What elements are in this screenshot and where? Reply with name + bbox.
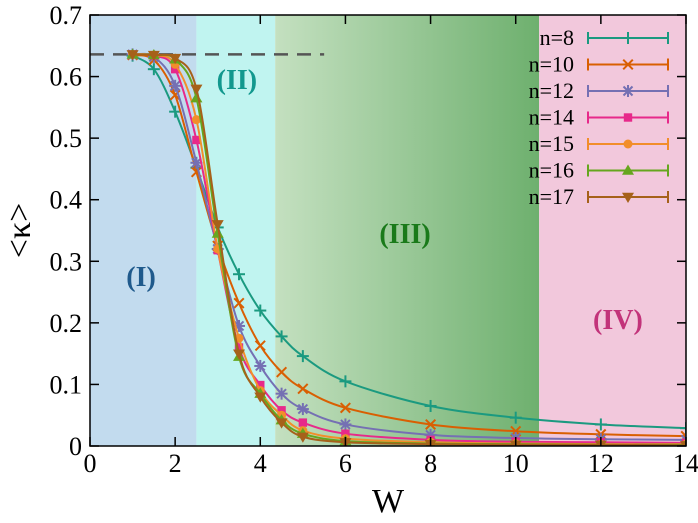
data-point-n-10-6: [254, 340, 266, 352]
y-tick-label: 0: [69, 432, 82, 461]
y-tick-label: 0.5: [50, 124, 83, 153]
legend-marker: [623, 113, 633, 122]
x-tick-label: 6: [339, 449, 352, 478]
data-point-n-17-4: [211, 220, 224, 231]
legend-entry-n-15: n=15: [529, 131, 669, 156]
data-point-n-8-7: [275, 330, 288, 343]
legend-label: n=8: [540, 25, 574, 50]
y-tick-label: 0.1: [50, 370, 83, 399]
data-point-n-14-7: [277, 406, 286, 415]
data-point-n-14-2: [170, 64, 180, 74]
region-label-iii: (III): [379, 219, 430, 250]
legend-label: n=12: [529, 78, 574, 103]
legend-entry-n-14: n=14: [529, 105, 669, 130]
data-point-n-10-9: [339, 402, 351, 414]
legend-label: n=15: [529, 131, 574, 156]
y-tick-label: 0.6: [50, 63, 83, 92]
region-iii: [275, 15, 540, 446]
data-point-n-17-8: [296, 432, 309, 443]
x-tick-label: 2: [169, 449, 182, 478]
data-point-n-14-3: [192, 135, 201, 145]
legend: n=8n=10n=12n=14n=15n=16n=17: [529, 25, 669, 209]
legend-label: n=10: [529, 52, 574, 77]
x-tick-label: 10: [503, 449, 529, 478]
x-tick-label: 12: [588, 449, 614, 478]
data-point-n-14-8: [298, 418, 308, 427]
legend-label: n=14: [529, 105, 574, 130]
data-point-n-8-8: [296, 350, 309, 363]
data-point-n-8-5: [233, 268, 245, 281]
data-point-n-16-4: [211, 227, 224, 238]
data-point-n-17-6: [254, 392, 267, 403]
legend-marker: [622, 192, 634, 203]
data-point-n-12-3: [190, 156, 203, 169]
data-point-n-17-2: [169, 53, 182, 65]
legend-entry-n-8: n=8: [540, 25, 669, 50]
data-point-n-8-10: [424, 399, 437, 412]
x-tick-label: 14: [673, 449, 698, 478]
data-point-n-8-1: [147, 63, 160, 76]
legend-marker: [622, 32, 634, 44]
legend-entry-n-12: n=12: [529, 78, 669, 103]
x-tick-label: 4: [254, 449, 267, 478]
data-point-n-8-11: [509, 411, 522, 424]
data-point-n-17-7: [275, 418, 288, 429]
data-point-n-10-5: [233, 297, 245, 309]
region-label-iv: (IV): [593, 305, 643, 336]
data-point-n-14-5: [234, 343, 244, 352]
data-point-n-12-2: [169, 79, 182, 92]
legend-label: n=16: [529, 158, 574, 183]
legend-marker: [623, 139, 633, 149]
data-point-n-10-8: [297, 383, 309, 395]
legend-entry-n-16: n=16: [529, 158, 669, 183]
region-label-ii: (II): [217, 65, 257, 96]
data-point-n-8-9: [339, 375, 352, 388]
x-tick-label: 0: [84, 449, 97, 478]
y-tick-label: 0.2: [50, 309, 83, 338]
data-point-n-14-6: [256, 380, 265, 390]
x-tick-label: 8: [424, 449, 437, 478]
data-point-n-17-13: [680, 441, 686, 446]
data-point-n-12-6: [254, 359, 267, 372]
data-point-n-8-2: [169, 105, 182, 118]
legend-marker: [622, 85, 634, 97]
plot-frame: [89, 14, 687, 447]
legend-marker: [622, 58, 634, 71]
data-point-n-17-1: [147, 50, 160, 62]
data-point-n-17-5: [233, 349, 245, 360]
legend-label: n=17: [529, 184, 574, 209]
data-point-n-15-3: [191, 115, 201, 125]
data-point-n-8-13: [680, 422, 686, 435]
data-point-n-14-9: [341, 429, 350, 438]
region-i: [90, 15, 197, 446]
region-label-i: (I): [126, 262, 156, 293]
legend-entry-n-10: n=10: [529, 52, 669, 77]
data-point-n-10-10: [425, 418, 437, 430]
y-tick-label: 0.4: [50, 186, 83, 215]
region-iv: [539, 15, 686, 446]
data-point-n-12-8: [296, 403, 309, 416]
x-axis-title: W: [372, 483, 405, 520]
region-backgrounds: [90, 15, 686, 446]
y-tick-label: 0.7: [50, 1, 83, 30]
data-point-n-17-0: [126, 50, 139, 61]
y-axis-title: <κ>: [1, 203, 38, 258]
data-point-n-12-9: [339, 418, 352, 431]
data-point-n-8-12: [594, 418, 607, 431]
y-tick-label: 0.3: [50, 247, 83, 276]
data-point-n-8-6: [254, 304, 267, 317]
region-labels: (I) (II) (III) (IV): [126, 65, 642, 336]
data-point-n-17-3: [190, 84, 203, 95]
legend-marker: [622, 164, 634, 175]
region-ii: [196, 15, 276, 446]
legend-entry-n-17: n=17: [529, 184, 669, 209]
data-point-n-12-7: [275, 387, 288, 400]
data-point-n-10-7: [276, 366, 288, 378]
